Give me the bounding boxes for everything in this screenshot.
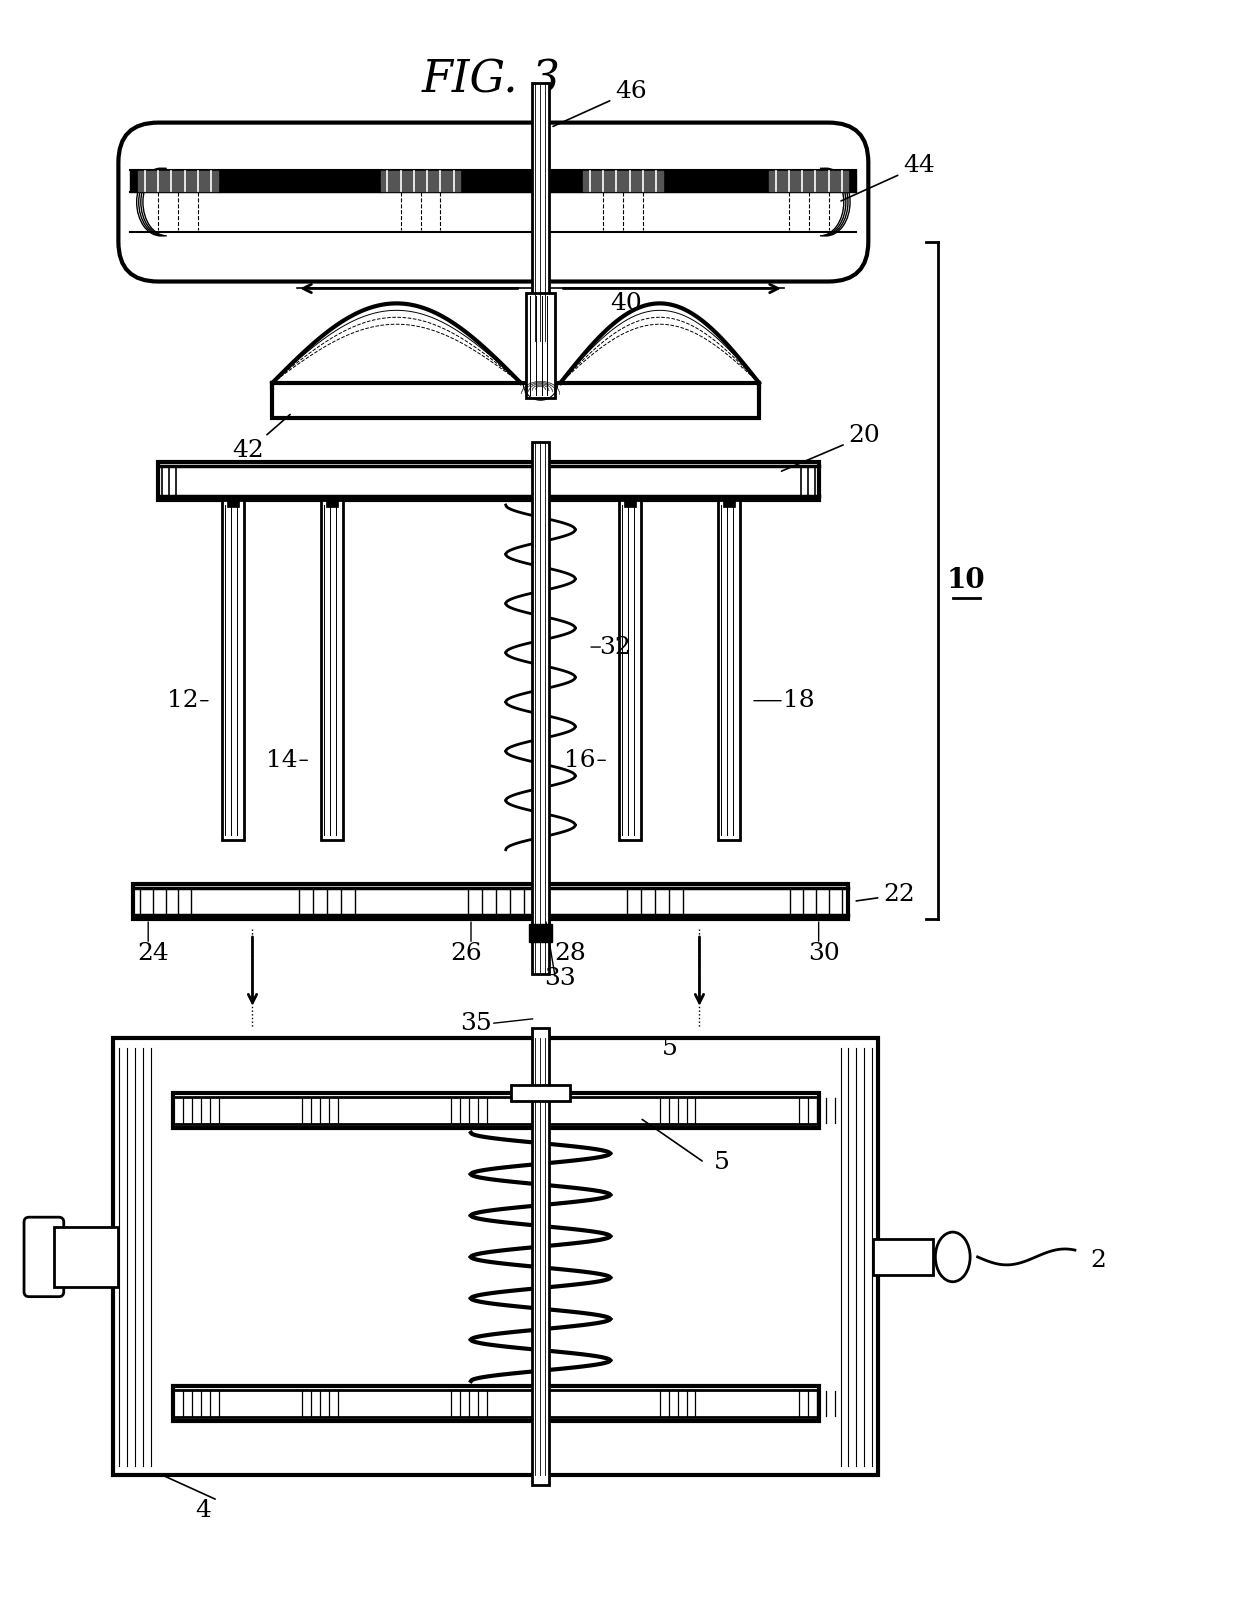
Bar: [511, 1084, 570, 1100]
Bar: [526, 294, 556, 398]
Text: 18: 18: [782, 690, 815, 712]
Text: 5: 5: [714, 1152, 730, 1174]
Text: 28: 28: [554, 943, 587, 966]
FancyBboxPatch shape: [24, 1217, 63, 1296]
Ellipse shape: [935, 1232, 970, 1282]
Bar: [532, 1028, 549, 1485]
Text: 33: 33: [544, 967, 577, 990]
Bar: [528, 924, 553, 942]
Bar: [624, 499, 636, 507]
Bar: [718, 500, 740, 840]
Bar: [273, 383, 759, 417]
Bar: [222, 500, 243, 840]
Bar: [174, 1386, 818, 1421]
Bar: [619, 500, 641, 840]
Text: 14: 14: [267, 749, 298, 772]
Text: 20: 20: [781, 425, 880, 472]
Text: 10: 10: [946, 566, 985, 593]
Text: 5: 5: [662, 1036, 677, 1060]
Bar: [113, 1038, 878, 1476]
Bar: [133, 884, 848, 919]
Text: FIG. 3: FIG. 3: [422, 58, 560, 101]
Text: 16: 16: [564, 749, 596, 772]
Bar: [532, 83, 549, 342]
Text: 44: 44: [841, 154, 935, 200]
Bar: [174, 1092, 818, 1128]
Bar: [723, 499, 735, 507]
Text: 24: 24: [138, 943, 169, 966]
Text: 26: 26: [450, 943, 482, 966]
Text: 2: 2: [1090, 1248, 1106, 1272]
Text: 46: 46: [553, 80, 647, 127]
Bar: [873, 1238, 932, 1275]
Bar: [326, 499, 339, 507]
Bar: [227, 499, 238, 507]
Text: 32: 32: [599, 635, 631, 659]
Text: 40: 40: [610, 292, 642, 314]
FancyBboxPatch shape: [118, 122, 868, 282]
Text: 22: 22: [856, 884, 915, 906]
Text: 30: 30: [807, 943, 839, 966]
Bar: [532, 443, 549, 974]
Bar: [159, 462, 818, 500]
Text: 4: 4: [195, 1498, 211, 1522]
Text: 42: 42: [233, 414, 290, 462]
Bar: [53, 1227, 118, 1286]
Text: 35: 35: [460, 1012, 492, 1035]
Bar: [321, 500, 343, 840]
Text: 12: 12: [167, 690, 198, 712]
